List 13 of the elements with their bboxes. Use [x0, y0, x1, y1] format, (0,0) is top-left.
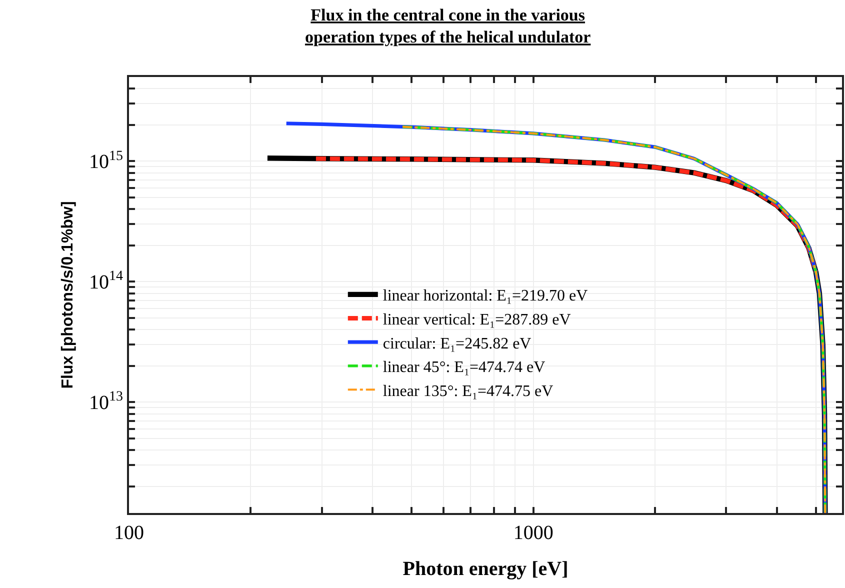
legend-label: linear horizontal: E₁=219.70 eV — [382, 288, 588, 305]
legend-label: circular: E₁=245.82 eV — [382, 335, 532, 352]
y-tick-label: 10$^{15}$ — [89, 148, 123, 174]
legend-label: linear vertical: E₁=287.89 eV — [382, 312, 572, 328]
x-tick-label: 100 — [114, 522, 144, 544]
chart-title: Flux in the central cone in the various operation types of the helical undulator — [305, 6, 592, 47]
x-tick-label: 1000 — [513, 522, 554, 544]
y-tick-label: 10$^{13}$ — [89, 390, 123, 414]
legend-label: linear 135°: E₁=474.75 eV — [382, 382, 554, 400]
y-tick-label: 10$^{14}$ — [89, 269, 123, 294]
x-axis-title: Photon energy [eV] — [402, 558, 568, 580]
legend-label: linear 45°: E₁=474.74 eV — [382, 359, 546, 376]
y-axis-title: Flux [photons/s/0.1%bw] — [59, 201, 76, 389]
